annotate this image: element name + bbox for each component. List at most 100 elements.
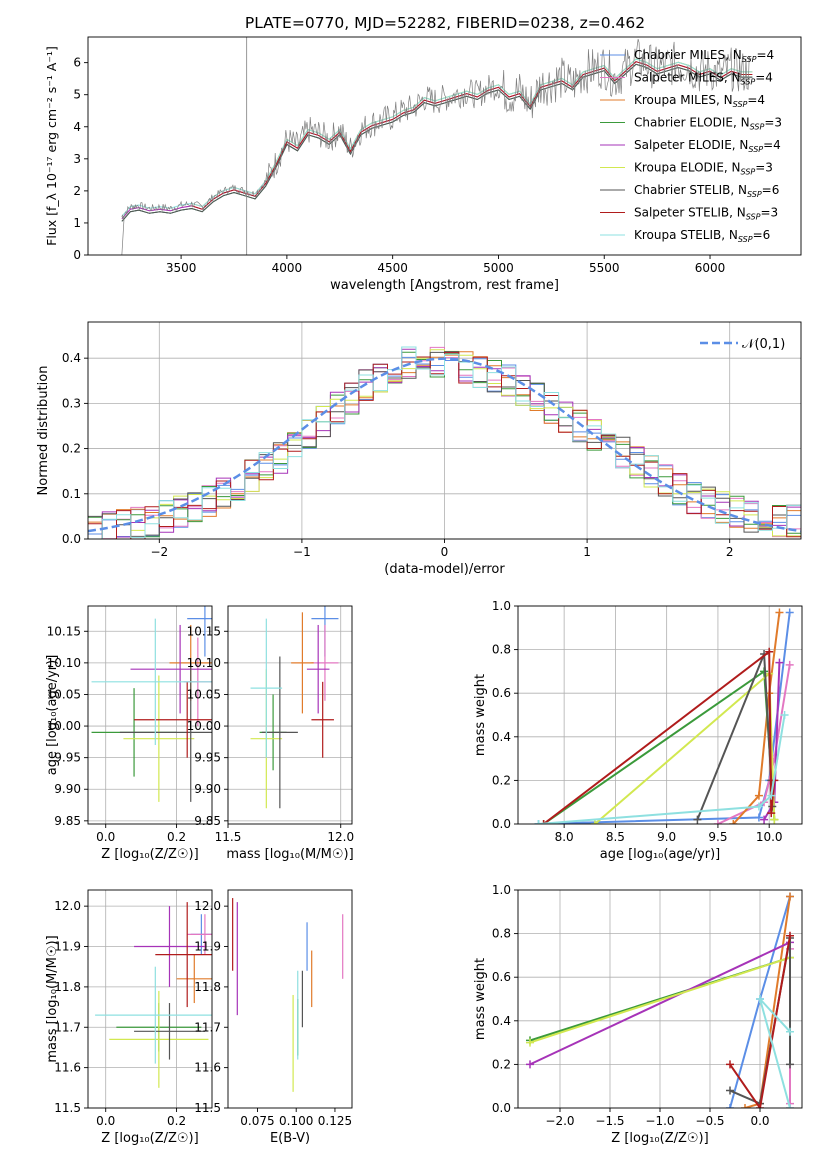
y-tick-label: 0 [73, 248, 81, 262]
data-point [109, 990, 209, 1088]
x-axis-label: age [log₁₀(age/yr)] [600, 847, 721, 862]
y-tick-label: 0.2 [492, 1057, 511, 1071]
plot-area [232, 898, 344, 1092]
x-tick-label: 11.5 [215, 830, 242, 844]
x-tick-label: 0.2 [167, 1114, 186, 1128]
axes-frame [87, 36, 802, 256]
y-tick-label: 9.85 [54, 814, 81, 828]
series-marker [786, 1027, 794, 1036]
histogram-step [88, 351, 801, 537]
y-tick-label: 2 [73, 184, 81, 198]
y-tick-label: 0.2 [492, 773, 511, 787]
data-point [311, 624, 339, 701]
x-axis-label: mass [log₁₀(M/M☉)] [226, 847, 353, 862]
normal-curve [88, 357, 801, 533]
x-tick-label: 9.0 [657, 830, 676, 844]
series-marker [754, 791, 763, 800]
series-marker [775, 658, 784, 667]
plot-area [250, 606, 339, 809]
series-marker [785, 608, 794, 617]
series-marker [775, 608, 784, 617]
series-line [538, 612, 791, 824]
y-tick-label: 11.9 [54, 940, 81, 954]
series-marker [534, 820, 543, 824]
series-marker [756, 1104, 764, 1108]
y-tick-label: 9.95 [54, 751, 81, 765]
y-tick-label: 1 [73, 216, 81, 230]
data-point [311, 681, 334, 758]
legend-label: Kroupa MILES, NSSP=4 [634, 93, 765, 109]
legend-label: 𝒩(0,1) [742, 337, 785, 352]
y-tick-label: 11.5 [54, 1101, 81, 1115]
x-tick-label: 9.5 [708, 830, 727, 844]
y-axis-label: mass weight [473, 958, 488, 1040]
panel-mass-vs-Z: mass [log₁₀(M/M☉)] 0.0 0.2 11.5 11.6 11.7 11.8… [45, 889, 213, 1146]
series-line [529, 941, 791, 1066]
y-tick-label: 0.3 [62, 396, 81, 410]
y-tick-label: 10.15 [187, 624, 221, 638]
y-tick-label: 9.90 [54, 782, 81, 796]
series-marker [760, 815, 769, 824]
series-marker [526, 1060, 534, 1069]
data-point [291, 612, 314, 714]
data-point [130, 624, 212, 714]
data-point [95, 966, 212, 1064]
y-tick-label: 0.8 [492, 643, 511, 657]
data-point [176, 954, 212, 1004]
data-point [119, 662, 212, 802]
histogram-step [88, 346, 801, 539]
x-tick-label: 5000 [483, 261, 514, 275]
y-axis-label: mass [log₁₀(M/M☉)] [45, 935, 60, 1062]
x-tick-label: 6000 [695, 261, 726, 275]
axes-frame [87, 889, 213, 1109]
y-tick-label: 0.1 [62, 487, 81, 501]
y-tick-label: 9.85 [194, 814, 221, 828]
x-tick-label: 3500 [166, 261, 197, 275]
y-axis-label: age [log₁₀(age/yr)] [45, 655, 60, 776]
y-tick-label: 11.7 [54, 1020, 81, 1034]
data-point [91, 618, 212, 746]
legend-label: Chabrier ELODIE, NSSP=3 [634, 116, 782, 132]
series-marker [756, 995, 764, 1003]
y-tick-label: 12.0 [54, 899, 81, 913]
x-tick-label: 0.100 [279, 1114, 313, 1128]
y-axis-label: Normed distribution [36, 366, 51, 496]
series-line [529, 956, 791, 1044]
y-tick-label: 0.6 [492, 970, 511, 984]
y-tick-label: 1.0 [492, 883, 511, 897]
x-tick-label: 8.0 [555, 830, 574, 844]
y-tick-label: 6 [73, 56, 81, 70]
plot-area [121, 37, 753, 255]
x-tick-label: 0 [441, 545, 449, 559]
legend-label: Kroupa ELODIE, NSSP=3 [634, 161, 773, 177]
x-tick-label: 1 [583, 545, 591, 559]
y-tick-label: 10.05 [187, 687, 221, 701]
data-point [261, 656, 298, 809]
series-marker [780, 711, 789, 719]
x-axis-label: E(B-V) [270, 1131, 310, 1146]
legend-label: Chabrier MILES, NSSP=4 [634, 48, 774, 64]
x-axis-label: (data-model)/error [384, 562, 505, 577]
data-point [134, 906, 205, 987]
plot-area [526, 892, 794, 1108]
series-marker [539, 820, 548, 824]
y-tick-label: 0.2 [62, 442, 81, 456]
y-tick-label: 0.4 [492, 730, 511, 744]
x-tick-label: 0.075 [240, 1114, 274, 1128]
series-line [538, 714, 786, 824]
y-tick-label: 12.0 [194, 899, 221, 913]
plot-area [534, 608, 794, 824]
panel-residuals: 𝒩(0,1) Normed distribution −2 −1 0 1 2 0.0 0.1 0.… [36, 321, 802, 577]
series-marker [713, 820, 722, 824]
data-point [123, 675, 195, 802]
x-tick-label: 0.125 [318, 1114, 352, 1128]
x-axis-label: Z [log₁₀(Z/Z☉)] [101, 847, 198, 862]
legend-label: Salpeter STELIB, NSSP=3 [634, 206, 778, 222]
y-tick-label: 4 [73, 120, 81, 134]
y-tick-label: 10.00 [47, 719, 81, 733]
legend-label: Kroupa STELIB, NSSP=6 [634, 228, 770, 244]
data-point [250, 618, 283, 758]
y-tick-label: 11.6 [194, 1061, 221, 1075]
x-axis-label: Z [log₁₀(Z/Z☉)] [611, 1131, 708, 1146]
